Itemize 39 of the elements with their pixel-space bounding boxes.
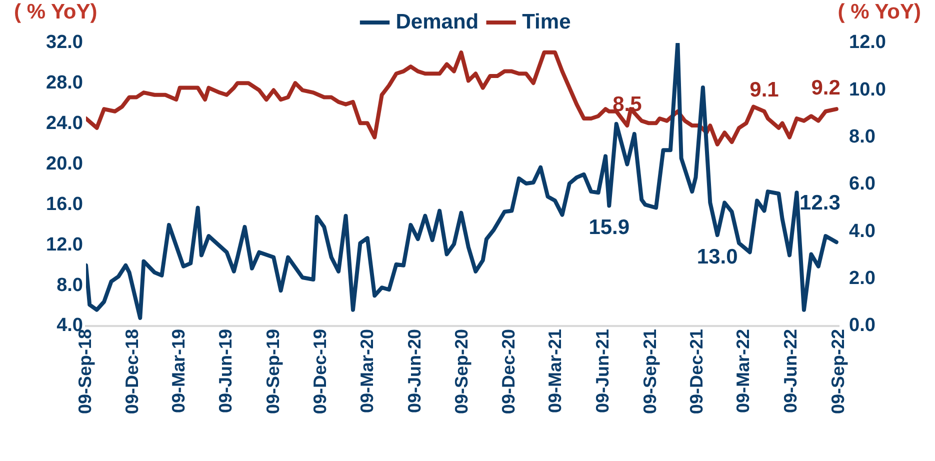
x-tick-label: 09-Dec-20 bbox=[498, 329, 519, 414]
x-tick-label: 09-Sep-20 bbox=[452, 329, 472, 414]
x-tick-label: 09-Jun-21 bbox=[592, 329, 612, 414]
x-tick-label: 09-Jun-22 bbox=[780, 329, 801, 414]
x-tick-label: 09-Mar-19 bbox=[168, 329, 188, 414]
x-tick-label: 09-Sep-21 bbox=[640, 329, 660, 414]
legend-label: Time bbox=[522, 10, 571, 34]
data-label: 9.1 bbox=[750, 78, 780, 102]
y2-tick-label: 0.0 bbox=[849, 315, 876, 336]
x-tick-label: 09-Dec-21 bbox=[686, 329, 707, 414]
data-label: 13.0 bbox=[696, 245, 738, 268]
y-tick-label: 28.0 bbox=[46, 72, 83, 94]
y-tick-label: 16.0 bbox=[46, 194, 83, 215]
x-tick-label: 09-Jun-20 bbox=[404, 329, 424, 414]
x-tick-label: 09-Dec-19 bbox=[310, 329, 330, 414]
y2-tick-label: 12.0 bbox=[849, 32, 886, 54]
data-label: 15.9 bbox=[588, 216, 630, 240]
y-tick-label: 12.0 bbox=[46, 234, 83, 256]
y2-axis-title: ( % YoY) bbox=[838, 0, 921, 24]
legend-label: Demand bbox=[396, 10, 479, 34]
x-tick-label: 09-Mar-22 bbox=[733, 329, 754, 414]
y-tick-label: 20.0 bbox=[46, 154, 83, 175]
y-tick-label: 8.0 bbox=[56, 274, 83, 296]
y2-tick-label: 6.0 bbox=[849, 174, 876, 195]
x-tick-label: 09-Jun-19 bbox=[216, 329, 236, 414]
x-tick-label: 09-Sep-22 bbox=[828, 329, 848, 414]
x-tick-label: 09-Mar-20 bbox=[356, 329, 377, 414]
x-tick-label: 09-Mar-21 bbox=[545, 329, 566, 414]
y2-tick-label: 8.0 bbox=[849, 126, 876, 148]
data-label: 9.2 bbox=[811, 76, 840, 100]
y-tick-label: 32.0 bbox=[46, 32, 83, 54]
y-axis-title: ( % YoY) bbox=[14, 0, 98, 24]
x-tick-label: 09-Sep-19 bbox=[263, 329, 284, 414]
x-tick-label: 09-Dec-18 bbox=[122, 329, 142, 414]
y2-tick-label: 2.0 bbox=[849, 268, 876, 290]
y2-tick-label: 10.0 bbox=[849, 79, 886, 100]
y2-tick-label: 4.0 bbox=[849, 220, 876, 242]
data-label: 12.3 bbox=[800, 191, 840, 214]
y-tick-label: 24.0 bbox=[46, 113, 83, 134]
